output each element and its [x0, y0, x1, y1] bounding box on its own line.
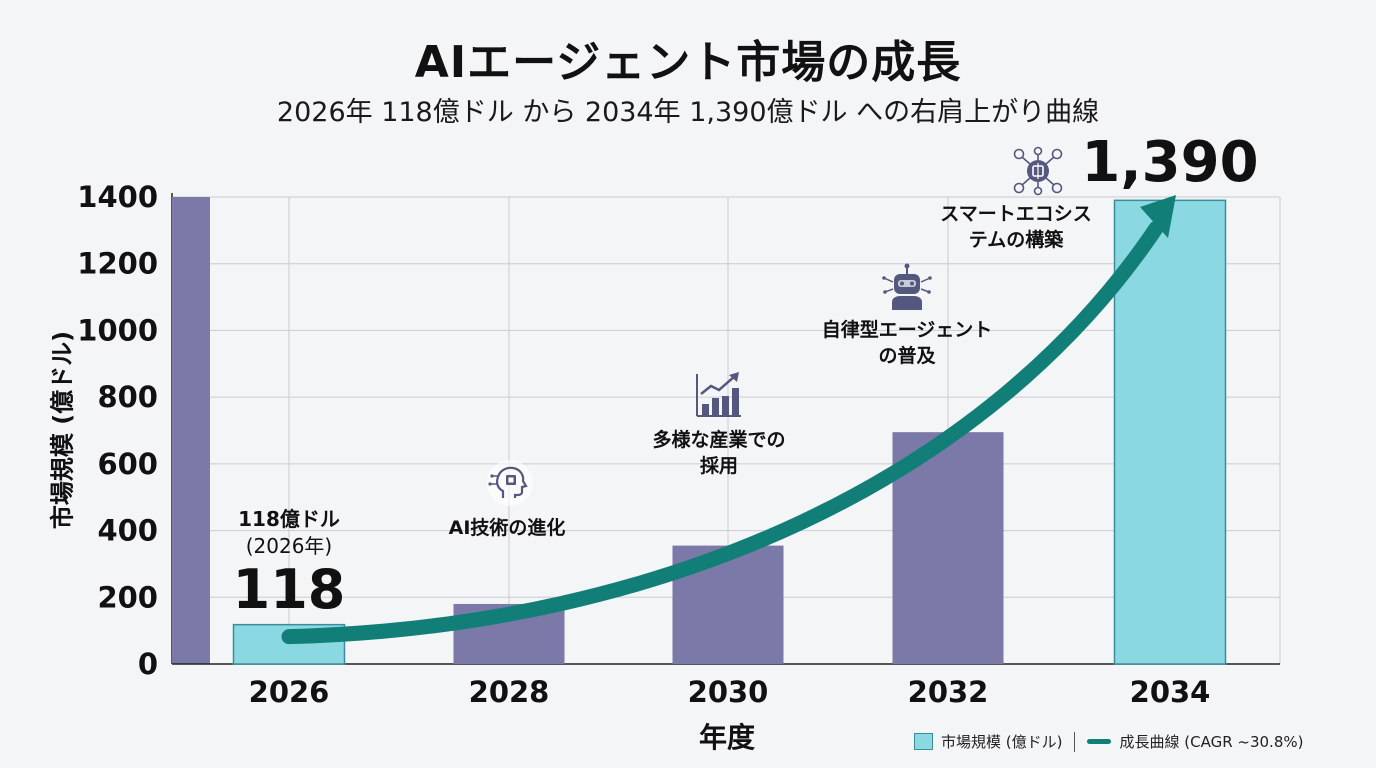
y-tick-labels: 0 200 400 600 800 1000 1200 1400 — [77, 180, 158, 681]
y-tick-label: 600 — [97, 447, 158, 481]
growth-curve — [281, 195, 1176, 645]
first-value-title: 118億ドル — [238, 507, 340, 531]
y-axis-label: 市場規模 (億ドル) — [48, 330, 77, 530]
network-icon — [1012, 146, 1064, 200]
x-tick-label: 2032 — [908, 675, 989, 709]
last-value-big: 1,390 — [1081, 130, 1259, 195]
growth-curve-line — [281, 220, 1164, 645]
annotation-smart-ecosystem: スマートエコシス テムの構築 — [940, 203, 1092, 251]
y-axis-band — [172, 197, 210, 664]
y-tick-label: 200 — [97, 580, 158, 614]
first-value-callout: 118億ドル (2026年) — [238, 506, 340, 560]
y-tick-label: 1400 — [77, 180, 158, 214]
annotation-industry-adoption: 多様な産業での 採用 — [652, 429, 786, 477]
ai-head-icon — [485, 458, 535, 512]
growth-curve-arrowhead — [1140, 195, 1176, 238]
bar-2034 — [1113, 199, 1227, 665]
robot-icon — [880, 262, 934, 316]
x-tick-labels: 2026 2028 2030 2032 2034 — [249, 675, 1211, 709]
first-value-big: 118 — [232, 558, 346, 621]
annotation-autonomous-agents: 自律型エージェント の普及 — [821, 319, 993, 367]
legend-curve-label: 成長曲線 (CAGR ~30.8%) — [1119, 733, 1304, 751]
legend-separator — [1074, 731, 1076, 752]
legend: 市場規模 (億ドル) 成長曲線 (CAGR ~30.8%) — [914, 731, 1303, 752]
x-tick-label: 2034 — [1130, 675, 1211, 709]
y-tick-label: 0 — [138, 647, 158, 681]
chart-title: AIエージェント市場の成長 — [414, 37, 962, 88]
legend-bar-swatch — [914, 733, 933, 750]
y-tick-label: 800 — [97, 380, 158, 414]
first-value-year: (2026年) — [245, 534, 333, 558]
chart-subtitle: 2026年 118億ドル から 2034年 1,390億ドル への右肩上がり曲線 — [276, 97, 1100, 128]
legend-curve-swatch — [1087, 739, 1112, 744]
y-tick-label: 400 — [97, 514, 158, 548]
legend-bar-label: 市場規模 (億ドル) — [941, 733, 1063, 751]
growth-chart-icon — [693, 370, 745, 424]
x-tick-label: 2028 — [469, 675, 550, 709]
annotation-ai-tech: AI技術の進化 — [448, 517, 566, 539]
x-tick-label: 2030 — [688, 675, 769, 709]
x-tick-label: 2026 — [249, 675, 330, 709]
y-tick-label: 1200 — [77, 247, 158, 281]
y-tick-label: 1000 — [77, 313, 158, 347]
x-axis-label: 年度 — [698, 721, 756, 754]
